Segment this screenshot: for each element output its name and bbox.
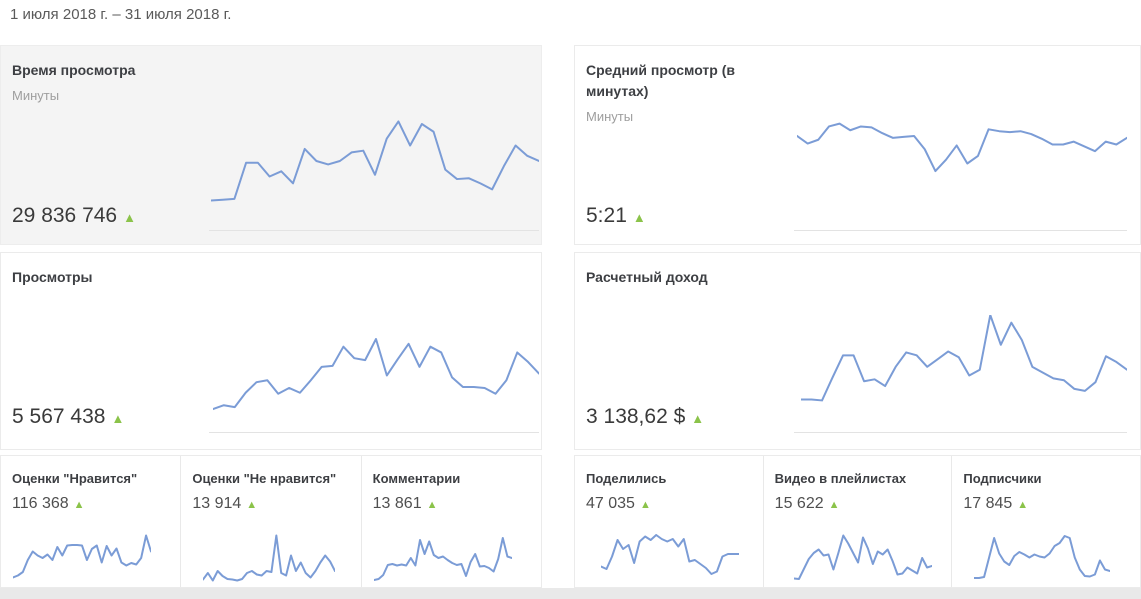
- trend-up-icon: ▲: [123, 210, 136, 225]
- date-range-selector[interactable]: 1 июля 2018 г. – 31 июля 2018 г.: [10, 6, 232, 23]
- metric-value: 29 836 746 ▲: [12, 204, 136, 228]
- card-title: Расчетный доход: [586, 269, 708, 285]
- metric-value: 5:21 ▲: [586, 204, 646, 228]
- watch-time-sparkline[interactable]: [211, 118, 539, 204]
- card-shares[interactable]: Поделились 47 035 ▲: [575, 456, 763, 587]
- shares-sparkline[interactable]: [601, 534, 739, 584]
- card-title: Средний просмотр (в минутах): [586, 62, 735, 99]
- trend-up-icon: ▲: [1017, 499, 1029, 511]
- card-dislikes[interactable]: Оценки "Не нравится" 13 914 ▲: [180, 456, 360, 587]
- card-title: Просмотры: [12, 269, 93, 285]
- card-title: Подписчики: [963, 471, 1042, 486]
- metric-value-text: 13 861: [372, 495, 422, 512]
- metric-value-text: 5 567 438: [12, 405, 106, 428]
- metric-value-text: 13 914: [192, 495, 242, 512]
- metric-value: 116 368 ▲: [1, 486, 180, 513]
- metric-value-text: 116 368: [12, 495, 69, 512]
- metric-value-text: 3 138,62 $: [586, 405, 686, 428]
- x-axis-line: [794, 230, 1127, 231]
- metric-value: 17 845 ▲: [952, 486, 1140, 513]
- metric-value: 3 138,62 $ ▲: [586, 405, 704, 429]
- views-sparkline[interactable]: [213, 315, 539, 411]
- likes-sparkline[interactable]: [13, 534, 151, 584]
- trend-up-icon: ▲: [639, 499, 651, 511]
- card-views[interactable]: Просмотры 5 567 438 ▲: [0, 252, 542, 450]
- mini-card-group-right: Поделились 47 035 ▲ Видео в плейлистах 15…: [574, 455, 1141, 588]
- card-subtitle: Минуты: [12, 88, 60, 103]
- metric-value-text: 29 836 746: [12, 204, 118, 227]
- card-subtitle: Минуты: [586, 109, 634, 124]
- metric-value-text: 47 035: [586, 495, 635, 512]
- trend-up-icon: ▲: [632, 210, 646, 225]
- card-comments[interactable]: Комментарии 13 861 ▲: [360, 456, 541, 587]
- metric-value-text: 17 845: [963, 495, 1013, 512]
- comments-sparkline[interactable]: [374, 534, 512, 584]
- card-title: Видео в плейлистах: [774, 471, 907, 486]
- trend-up-icon: ▲: [111, 411, 125, 426]
- card-videos-in-playlists[interactable]: Видео в плейлистах 15 622 ▲: [762, 456, 952, 587]
- metric-value: 47 035 ▲: [575, 486, 763, 513]
- dislikes-sparkline[interactable]: [203, 534, 335, 584]
- card-title: Оценки "Не нравится": [192, 471, 337, 486]
- average-view-sparkline[interactable]: [797, 116, 1127, 211]
- subscribers-sparkline[interactable]: [974, 534, 1110, 584]
- card-title: Время просмотра: [12, 62, 136, 78]
- card-title: Комментарии: [372, 471, 461, 486]
- card-title: Оценки "Нравится": [12, 471, 138, 486]
- x-axis-line: [209, 230, 539, 231]
- x-axis-line: [794, 432, 1127, 433]
- metric-value: 15 622 ▲: [764, 486, 952, 513]
- card-likes[interactable]: Оценки "Нравится" 116 368 ▲: [1, 456, 180, 587]
- card-title: Поделились: [586, 471, 667, 486]
- card-average-view[interactable]: Средний просмотр (в минутах) Минуты 5:21…: [574, 45, 1141, 245]
- card-estimated-revenue[interactable]: Расчетный доход 3 138,62 $ ▲: [574, 252, 1141, 450]
- revenue-sparkline[interactable]: [801, 315, 1127, 411]
- metric-value: 13 861 ▲: [362, 486, 541, 513]
- metric-value: 13 914 ▲: [181, 486, 360, 513]
- mini-card-group-left: Оценки "Нравится" 116 368 ▲ Оценки "Не нр…: [0, 455, 542, 588]
- metric-value-text: 5:21: [586, 204, 627, 227]
- trend-up-icon: ▲: [73, 499, 85, 511]
- trend-up-icon: ▲: [828, 499, 840, 511]
- metric-value-text: 15 622: [774, 495, 824, 512]
- videos-in-playlists-sparkline[interactable]: [794, 534, 932, 584]
- card-subscribers[interactable]: Подписчики 17 845 ▲: [951, 456, 1140, 587]
- trend-up-icon: ▲: [691, 411, 705, 426]
- trend-up-icon: ▲: [426, 499, 438, 511]
- trend-up-icon: ▲: [246, 499, 258, 511]
- x-axis-line: [209, 432, 539, 433]
- metric-value: 5 567 438 ▲: [12, 405, 124, 429]
- card-watch-time[interactable]: Время просмотра Минуты 29 836 746 ▲: [0, 45, 542, 245]
- bottom-gray-strip: [0, 588, 1141, 599]
